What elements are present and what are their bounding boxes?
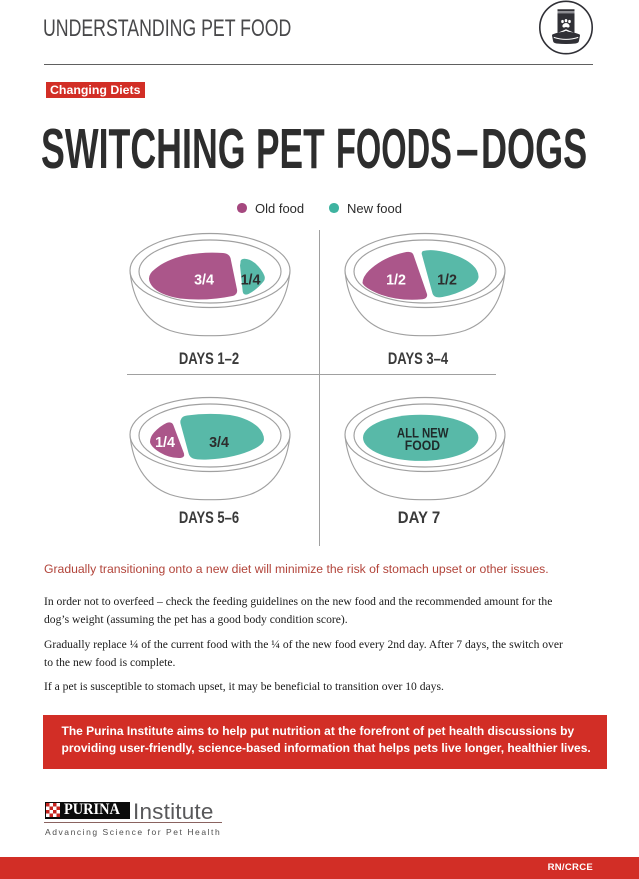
svg-text:ALL NEW: ALL NEW	[397, 426, 449, 441]
svg-text:1/2: 1/2	[386, 273, 406, 289]
svg-text:1/2: 1/2	[437, 273, 457, 289]
svg-text:3/4: 3/4	[209, 435, 229, 451]
svg-text:1/4: 1/4	[155, 435, 175, 451]
svg-text:3/4: 3/4	[194, 273, 214, 289]
svg-text:FOOD: FOOD	[405, 438, 440, 453]
svg-text:1/4: 1/4	[241, 273, 261, 289]
